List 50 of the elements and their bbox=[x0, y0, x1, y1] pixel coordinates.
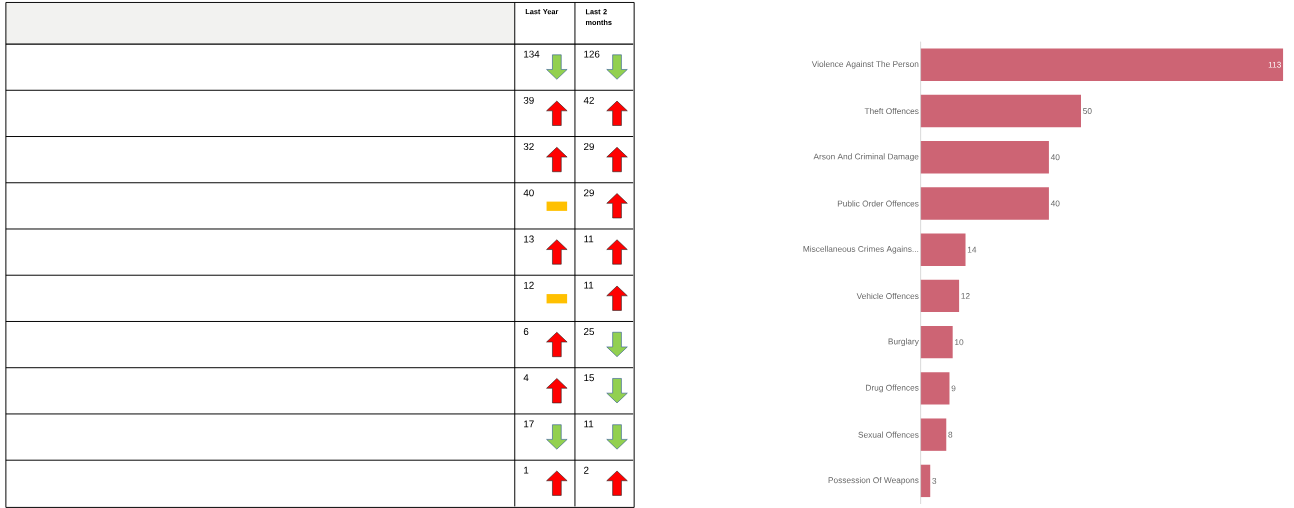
data-label: 29 bbox=[584, 189, 594, 197]
data-label: 40 bbox=[523, 189, 534, 197]
data-label: 3 bbox=[932, 478, 937, 484]
data-label: 11 bbox=[584, 235, 594, 243]
data-label: 29 bbox=[584, 143, 594, 151]
data-label: 15 bbox=[584, 374, 594, 382]
y-tick-label: Sexual Offences bbox=[858, 431, 919, 438]
data-label: 9 bbox=[951, 385, 956, 392]
y-tick-label: Violence Against The Person bbox=[811, 60, 919, 69]
data-label: 12 bbox=[961, 293, 970, 299]
data-label: 113 bbox=[1268, 61, 1281, 68]
data-label: 6 bbox=[523, 328, 529, 336]
y-tick-label: Drug Offences bbox=[866, 384, 919, 393]
data-label: 1 bbox=[524, 466, 529, 474]
data-label: 126 bbox=[584, 50, 600, 58]
data-label: 13 bbox=[524, 235, 534, 243]
bar bbox=[920, 141, 1049, 174]
data-label: 40 bbox=[1050, 154, 1060, 161]
data-label: 12 bbox=[524, 281, 534, 289]
data-label: 17 bbox=[524, 420, 534, 428]
bar bbox=[920, 279, 960, 313]
data-label: 39 bbox=[523, 96, 534, 104]
bar bbox=[920, 464, 931, 498]
data-label: 11 bbox=[584, 281, 594, 289]
y-tick-label: Burglary bbox=[888, 338, 919, 347]
bar bbox=[920, 326, 953, 359]
bar bbox=[920, 372, 950, 405]
data-label: 50 bbox=[1083, 108, 1092, 114]
data-label: 8 bbox=[948, 431, 953, 438]
data-label: 14 bbox=[967, 246, 977, 253]
y-tick-label: Public Order Offences bbox=[837, 200, 919, 207]
y-tick-label: Miscellaneous Crimes Agains... bbox=[803, 245, 919, 254]
bar bbox=[920, 233, 966, 266]
bar bbox=[920, 418, 947, 451]
data-label: 4 bbox=[523, 374, 529, 382]
data-label: 42 bbox=[583, 96, 594, 104]
y-tick-label: Possession Of Weapons bbox=[828, 477, 919, 485]
data-label: 25 bbox=[584, 328, 594, 336]
data-label: 32 bbox=[523, 143, 534, 151]
y-tick-label: Theft Offences bbox=[864, 107, 919, 115]
data-label: 10 bbox=[955, 339, 964, 346]
bar bbox=[920, 94, 1081, 128]
y-tick-label: Vehicle Offences bbox=[856, 292, 919, 300]
data-label: 40 bbox=[1050, 200, 1060, 207]
data-label: 134 bbox=[524, 50, 540, 58]
bar bbox=[920, 187, 1049, 220]
y-tick-label: Arson And Criminal Damage bbox=[813, 153, 919, 162]
bar bbox=[920, 48, 1284, 81]
data-label: 11 bbox=[584, 420, 594, 428]
data-label: 2 bbox=[584, 466, 589, 474]
